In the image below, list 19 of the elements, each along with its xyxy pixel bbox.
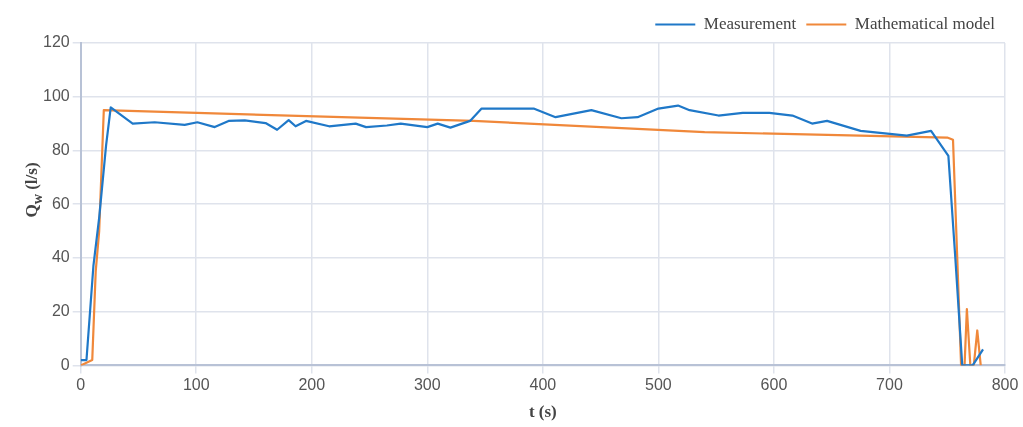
x-tick-label: 700: [876, 376, 903, 394]
x-tick-label: 0: [76, 376, 86, 394]
y-tick-label: 60: [51, 194, 70, 212]
y-tick-label: 40: [51, 248, 70, 266]
x-axis-title: t (s): [528, 402, 557, 422]
x-tick-label: 800: [991, 376, 1019, 394]
x-tick-label: 600: [760, 376, 788, 394]
x-tick-label: 500: [645, 376, 672, 394]
y-tick-label: 80: [51, 140, 70, 158]
x-tick-label: 200: [298, 376, 326, 394]
x-tick-label: 100: [182, 376, 210, 394]
x-tick-label: 400: [529, 376, 557, 394]
legend-label: Measurement: [703, 13, 797, 33]
legend-label: Mathematical model: [854, 13, 996, 33]
y-tick-label: 20: [51, 302, 70, 320]
x-tick-label: 300: [413, 376, 441, 394]
y-tick-label: 120: [42, 33, 70, 51]
y-tick-label: 0: [60, 355, 70, 373]
y-tick-label: 100: [42, 87, 70, 105]
